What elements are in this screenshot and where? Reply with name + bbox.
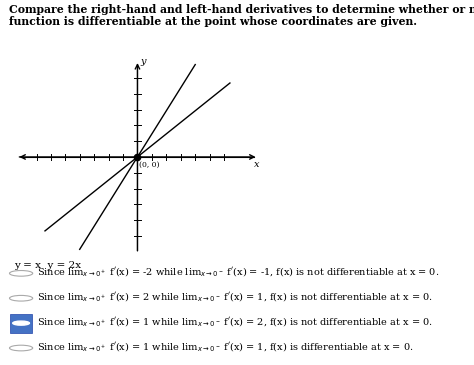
Text: y: y bbox=[140, 57, 146, 66]
Text: (0, 0): (0, 0) bbox=[139, 161, 160, 169]
Text: Since lim$_{x\to0^+}$ f$'$(x) = 1 while lim$_{x\to0^-}$ f$'$(x) = 2, f(x) is not: Since lim$_{x\to0^+}$ f$'$(x) = 1 while … bbox=[37, 315, 433, 329]
Text: x: x bbox=[254, 160, 259, 169]
Circle shape bbox=[13, 321, 29, 325]
Text: Compare the right-hand and left-hand derivatives to determine whether or not the: Compare the right-hand and left-hand der… bbox=[9, 4, 474, 27]
FancyBboxPatch shape bbox=[10, 314, 32, 333]
Text: Since lim$_{x\to0^+}$ f$'$(x) = -2 while lim$_{x\to0^-}$ f$'$(x) = -1, f(x) is n: Since lim$_{x\to0^+}$ f$'$(x) = -2 while… bbox=[37, 265, 440, 279]
Text: Since lim$_{x\to0^+}$ f$'$(x) = 2 while lim$_{x\to0^-}$ f$'$(x) = 1, f(x) is not: Since lim$_{x\to0^+}$ f$'$(x) = 2 while … bbox=[37, 290, 433, 304]
Text: y = x  y = 2x: y = x y = 2x bbox=[14, 261, 81, 270]
Text: Since lim$_{x\to0^+}$ f$'$(x) = 1 while lim$_{x\to0^-}$ f$'$(x) = 1, f(x) is dif: Since lim$_{x\to0^+}$ f$'$(x) = 1 while … bbox=[37, 340, 414, 354]
